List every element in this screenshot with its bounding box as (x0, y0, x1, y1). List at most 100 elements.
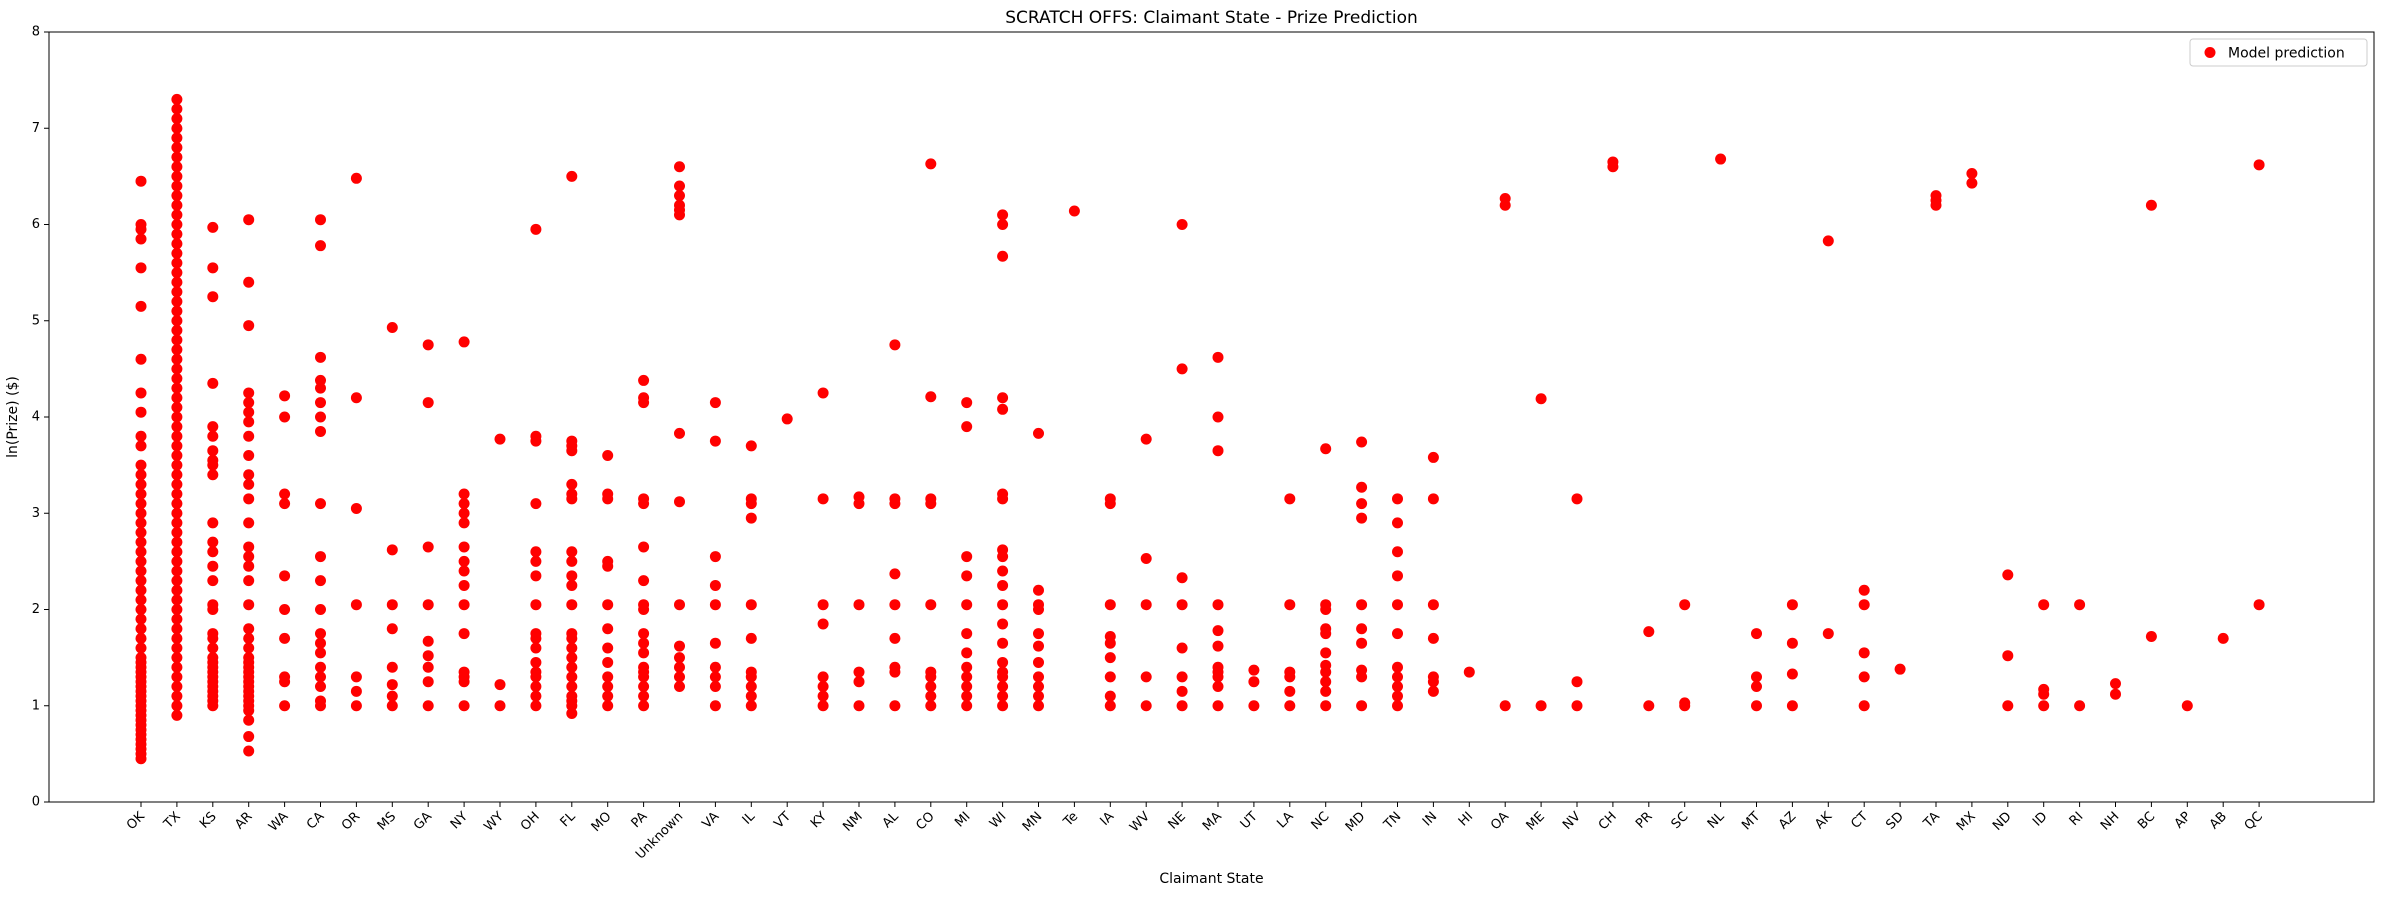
data-point (171, 353, 183, 365)
data-point (243, 517, 255, 529)
legend-marker (2204, 47, 2216, 58)
data-point (207, 377, 219, 389)
data-point (638, 628, 650, 640)
data-point (1284, 685, 1296, 697)
data-point (171, 93, 183, 105)
data-point (709, 700, 721, 712)
data-point (1176, 671, 1188, 683)
data-point (243, 551, 255, 563)
data-point (1104, 493, 1116, 505)
data-point (602, 656, 614, 668)
x-axis-label: Claimant State (1159, 871, 1263, 887)
data-point (1392, 628, 1403, 640)
data-point (1356, 498, 1368, 510)
data-point (925, 700, 937, 712)
data-point (674, 681, 685, 692)
y-axis-label: ln(Prize) ($) (5, 376, 21, 458)
data-point (674, 661, 685, 673)
data-point (1392, 661, 1403, 673)
data-point (2002, 569, 2014, 581)
data-point (997, 656, 1009, 668)
data-point (566, 488, 578, 500)
data-point (171, 507, 183, 519)
x-tick-label: CT (1848, 809, 1871, 832)
data-point (171, 103, 183, 115)
data-point (638, 493, 650, 505)
data-point (1140, 433, 1152, 445)
data-point (315, 628, 326, 640)
data-point (171, 478, 183, 490)
data-point (2253, 159, 2265, 171)
data-point (207, 262, 219, 274)
x-tick-label: IN (1420, 809, 1440, 829)
data-point (350, 172, 362, 184)
data-point (171, 373, 183, 384)
x-tick-label: HI (1456, 809, 1476, 829)
data-point (171, 142, 183, 153)
data-point (386, 623, 398, 635)
data-point (1033, 681, 1044, 692)
data-point (171, 546, 183, 558)
data-point (1284, 666, 1296, 678)
x-tick-label: MI (952, 809, 973, 830)
data-point (243, 406, 255, 418)
data-point (243, 541, 255, 553)
data-point (961, 647, 973, 659)
data-point (171, 488, 183, 500)
data-point (997, 618, 1009, 630)
data-point (961, 661, 973, 673)
data-point (638, 374, 650, 386)
data-point (638, 647, 650, 659)
data-point (458, 488, 470, 500)
data-point (171, 536, 183, 548)
data-point (458, 565, 470, 577)
data-point (243, 214, 255, 226)
data-point (135, 387, 147, 399)
data-point (1751, 671, 1762, 683)
data-point (674, 190, 685, 202)
y-tick-label: 5 (32, 313, 40, 328)
data-point (1858, 584, 1870, 596)
data-point (207, 599, 219, 611)
data-point (315, 637, 326, 649)
data-point (1104, 690, 1116, 702)
data-point (530, 656, 542, 668)
data-point (171, 527, 183, 538)
data-point (674, 652, 685, 664)
data-point (1104, 671, 1116, 683)
data-point (1212, 640, 1224, 652)
data-point (171, 681, 183, 692)
data-point (745, 632, 757, 644)
data-point (422, 661, 434, 673)
data-point (1427, 493, 1439, 505)
x-tick-label: NM (840, 809, 865, 834)
data-point (1894, 663, 1906, 675)
x-tick-label: ME (1524, 809, 1548, 833)
data-point (674, 180, 685, 192)
data-point (1140, 700, 1152, 712)
data-point (530, 642, 542, 654)
data-point (961, 570, 973, 582)
data-point (458, 628, 470, 640)
data-point (171, 190, 183, 202)
data-point (1715, 153, 1727, 165)
data-point (135, 478, 147, 490)
x-tick-label: MA (1200, 809, 1225, 834)
data-point (243, 632, 255, 644)
data-point (530, 223, 542, 235)
x-tick-label: NE (1166, 809, 1189, 832)
data-point (171, 151, 183, 163)
data-point (817, 387, 829, 399)
x-tick-label: SD (1883, 809, 1907, 833)
data-point (386, 321, 398, 333)
data-point (1858, 671, 1870, 683)
data-point (1104, 652, 1116, 664)
data-point (243, 731, 255, 743)
data-point (171, 170, 183, 182)
data-point (458, 579, 470, 591)
data-point (171, 363, 183, 375)
x-tick-label: NL (1705, 809, 1728, 832)
data-point (243, 652, 255, 664)
data-point (1248, 664, 1260, 676)
legend: Model prediction (2189, 38, 2368, 67)
